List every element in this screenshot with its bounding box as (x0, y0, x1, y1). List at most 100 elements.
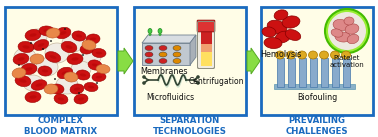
Text: Biofouling: Biofouling (297, 93, 337, 102)
Ellipse shape (333, 19, 349, 31)
Circle shape (64, 28, 66, 30)
Text: PREVAILING
CHALLENGES: PREVAILING CHALLENGES (286, 116, 348, 136)
Ellipse shape (54, 88, 60, 91)
Circle shape (142, 81, 146, 85)
FancyBboxPatch shape (321, 58, 328, 87)
FancyBboxPatch shape (134, 7, 246, 115)
Ellipse shape (59, 31, 67, 35)
Ellipse shape (27, 29, 47, 45)
Ellipse shape (92, 72, 106, 82)
Ellipse shape (282, 16, 300, 28)
Ellipse shape (145, 58, 153, 64)
Ellipse shape (13, 53, 29, 65)
Circle shape (142, 75, 146, 79)
Ellipse shape (347, 34, 359, 44)
Ellipse shape (25, 67, 33, 71)
FancyArrow shape (247, 48, 260, 74)
Ellipse shape (71, 57, 79, 61)
Ellipse shape (145, 52, 153, 57)
FancyArrow shape (118, 48, 133, 74)
Ellipse shape (44, 84, 58, 94)
FancyBboxPatch shape (261, 7, 373, 115)
Ellipse shape (287, 51, 296, 59)
Circle shape (30, 42, 32, 44)
Ellipse shape (14, 48, 36, 66)
Ellipse shape (57, 67, 73, 79)
Ellipse shape (92, 63, 98, 67)
Ellipse shape (22, 45, 29, 49)
Circle shape (196, 75, 200, 79)
Text: Microfluidics: Microfluidics (146, 93, 194, 102)
Text: Hemolysis: Hemolysis (260, 50, 302, 59)
Ellipse shape (264, 37, 282, 48)
Circle shape (96, 82, 98, 84)
Ellipse shape (267, 20, 287, 34)
Ellipse shape (72, 31, 86, 41)
Ellipse shape (23, 75, 43, 91)
Ellipse shape (96, 76, 102, 78)
Ellipse shape (84, 82, 98, 92)
Polygon shape (158, 34, 161, 36)
Text: Membranes: Membranes (140, 67, 188, 76)
Ellipse shape (81, 49, 101, 65)
Ellipse shape (50, 55, 56, 59)
Polygon shape (190, 35, 196, 65)
FancyBboxPatch shape (200, 52, 212, 66)
Ellipse shape (58, 97, 64, 101)
Ellipse shape (86, 34, 100, 44)
Circle shape (18, 64, 20, 66)
Ellipse shape (335, 32, 351, 42)
Ellipse shape (173, 58, 181, 64)
Ellipse shape (67, 53, 83, 65)
Ellipse shape (15, 75, 31, 87)
Ellipse shape (88, 86, 94, 88)
Ellipse shape (341, 51, 350, 59)
Ellipse shape (76, 34, 82, 38)
FancyBboxPatch shape (5, 7, 117, 115)
Ellipse shape (158, 28, 162, 34)
Ellipse shape (145, 45, 153, 51)
Ellipse shape (80, 73, 86, 77)
Ellipse shape (88, 60, 102, 70)
Circle shape (54, 78, 56, 80)
Ellipse shape (42, 69, 48, 72)
Text: COMPLEX
BLOOD MATRIX: COMPLEX BLOOD MATRIX (25, 116, 98, 136)
Ellipse shape (45, 43, 69, 63)
Ellipse shape (159, 52, 167, 57)
Ellipse shape (29, 33, 37, 37)
Ellipse shape (84, 47, 90, 51)
Ellipse shape (25, 92, 41, 102)
Text: SEPARATION
TECHNOLOGIES: SEPARATION TECHNOLOGIES (153, 116, 227, 136)
FancyBboxPatch shape (274, 84, 355, 89)
Ellipse shape (29, 95, 37, 99)
Text: Platelet
activation: Platelet activation (330, 55, 364, 68)
Ellipse shape (159, 58, 167, 64)
FancyBboxPatch shape (200, 30, 212, 44)
Ellipse shape (274, 10, 288, 20)
Ellipse shape (50, 84, 64, 94)
Ellipse shape (319, 51, 328, 59)
Ellipse shape (74, 87, 80, 91)
Ellipse shape (285, 30, 301, 40)
Ellipse shape (18, 41, 34, 53)
Ellipse shape (17, 57, 25, 61)
Circle shape (196, 81, 200, 85)
Ellipse shape (55, 27, 71, 39)
FancyBboxPatch shape (332, 58, 339, 87)
Ellipse shape (43, 29, 51, 32)
Ellipse shape (92, 48, 106, 58)
FancyBboxPatch shape (277, 58, 284, 87)
Ellipse shape (344, 17, 354, 25)
Ellipse shape (82, 40, 96, 50)
FancyBboxPatch shape (200, 44, 212, 52)
Ellipse shape (148, 28, 152, 34)
Ellipse shape (37, 43, 45, 47)
Polygon shape (142, 35, 196, 43)
FancyBboxPatch shape (197, 22, 214, 68)
FancyBboxPatch shape (343, 58, 350, 87)
Circle shape (328, 12, 366, 50)
Ellipse shape (64, 72, 78, 82)
Text: Centrifugation: Centrifugation (188, 77, 244, 86)
Circle shape (82, 54, 84, 56)
Ellipse shape (25, 29, 41, 41)
